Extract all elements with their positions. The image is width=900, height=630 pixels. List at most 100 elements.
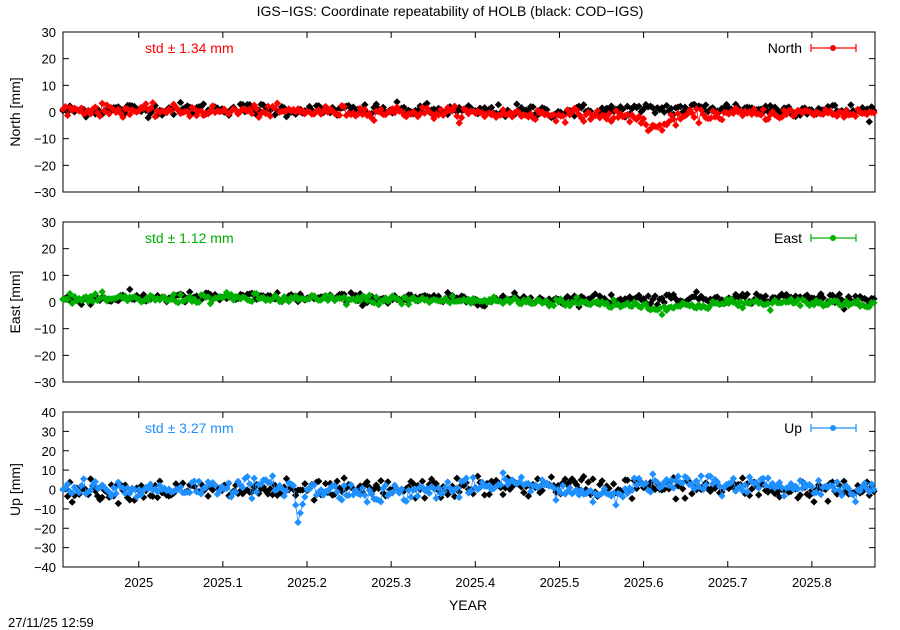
data-point — [418, 103, 427, 112]
data-point — [623, 489, 632, 498]
data-point — [796, 301, 804, 310]
data-point — [209, 102, 217, 110]
data-point — [232, 488, 240, 496]
data-point — [398, 300, 406, 308]
data-point — [340, 102, 348, 111]
data-point — [301, 480, 309, 488]
data-point — [497, 111, 505, 119]
data-point — [358, 484, 367, 492]
data-point — [123, 105, 132, 113]
data-point — [667, 104, 675, 113]
y-tick-label: −30 — [34, 541, 56, 556]
data-point — [264, 102, 272, 111]
data-point — [644, 292, 652, 300]
data-point — [605, 110, 613, 118]
data-point — [335, 111, 344, 119]
data-point — [149, 99, 157, 107]
y-tick-label: −10 — [34, 502, 56, 517]
data-point — [363, 498, 371, 506]
data-point — [702, 481, 710, 489]
data-point — [658, 310, 666, 319]
data-point — [865, 118, 873, 126]
data-point — [824, 497, 832, 505]
data-point — [96, 112, 104, 120]
data-point — [612, 107, 620, 115]
data-point — [268, 472, 277, 480]
data-point — [766, 306, 774, 314]
data-point — [156, 477, 164, 485]
data-point — [612, 501, 620, 509]
data-point — [186, 488, 194, 497]
data-point — [844, 484, 853, 493]
data-point — [764, 474, 772, 482]
data-point — [499, 469, 507, 477]
data-point — [444, 478, 452, 486]
data-point — [204, 492, 212, 500]
x-tick-label: 2025.8 — [792, 575, 832, 590]
data-point — [153, 493, 162, 502]
data-point — [63, 295, 72, 303]
data-point — [467, 487, 475, 495]
std-label: std ± 1.34 mm — [145, 40, 234, 56]
data-point — [780, 492, 788, 500]
data-point — [301, 493, 309, 501]
data-point — [660, 298, 668, 307]
data-point — [559, 481, 567, 490]
std-label: std ± 1.12 mm — [145, 230, 234, 246]
data-point — [121, 489, 129, 498]
data-point — [854, 296, 862, 305]
panels-group: 30 20 10 0 −10 −20 −30 North [mm] std ± 1.34 mm N… — [7, 25, 878, 590]
data-point — [833, 478, 841, 486]
data-point — [75, 488, 83, 497]
data-point — [679, 479, 687, 487]
data-point — [370, 116, 378, 125]
data-point — [679, 485, 687, 493]
y-tick-label: 0 — [49, 295, 56, 310]
data-point — [248, 297, 256, 305]
data-point — [338, 496, 346, 504]
data-point — [851, 112, 860, 120]
data-point — [225, 479, 233, 487]
y-tick-label: 20 — [42, 242, 56, 257]
data-point — [126, 285, 134, 294]
data-point — [381, 481, 390, 490]
data-point — [810, 498, 818, 506]
data-point — [245, 480, 254, 488]
data-point — [202, 483, 210, 492]
data-point — [315, 477, 323, 485]
y-tick-label: −10 — [34, 132, 56, 147]
data-point — [764, 299, 772, 308]
data-point — [448, 292, 456, 300]
x-tick-label: 2025.7 — [708, 575, 748, 590]
data-point — [838, 491, 846, 500]
data-point — [151, 112, 159, 121]
legend-label: East — [774, 230, 802, 246]
data-point — [713, 293, 721, 301]
data-point — [119, 113, 127, 121]
data-point — [266, 478, 274, 487]
legend-label: North — [768, 40, 802, 56]
data-point — [778, 484, 786, 492]
y-tick-label: 30 — [42, 424, 56, 439]
y-tick-label: 30 — [42, 215, 56, 230]
data-point — [580, 117, 588, 125]
data-point — [252, 488, 261, 496]
data-point — [169, 290, 178, 299]
data-point — [441, 483, 450, 492]
data-point — [347, 481, 355, 489]
data-point — [289, 481, 298, 490]
y-tick-label: 40 — [42, 405, 56, 420]
data-point — [105, 110, 113, 118]
data-point — [190, 477, 198, 485]
data-point — [697, 472, 705, 480]
data-point — [414, 492, 422, 500]
legend-label: Up — [784, 420, 802, 436]
data-point — [550, 302, 558, 310]
data-point — [651, 292, 659, 300]
data-point — [377, 105, 385, 113]
data-point — [68, 489, 76, 497]
chart-title: IGS−IGS: Coordinate repeatability of HOL… — [257, 3, 644, 19]
panel-east: 30 20 10 0 −10 −20 −30 East [mm] std ± 1.12 mm Ea… — [7, 215, 878, 390]
